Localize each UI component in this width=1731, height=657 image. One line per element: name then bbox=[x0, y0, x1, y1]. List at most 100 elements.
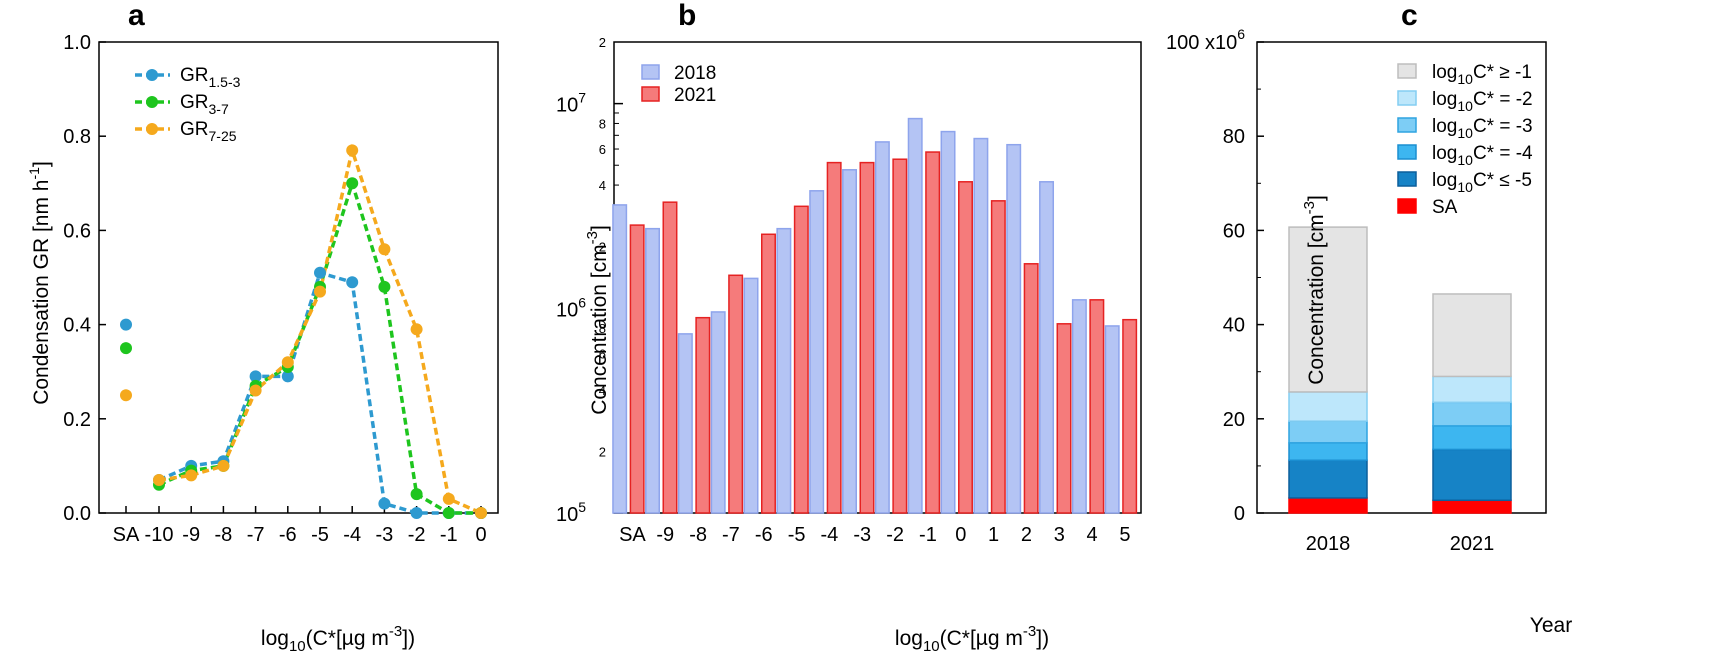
stacked-bar-c bbox=[1432, 448, 1512, 502]
bar-b bbox=[907, 117, 923, 514]
x-axis-label-a: log10(C*[µg m-3]) bbox=[261, 623, 415, 655]
x-tick-label-a: -10 bbox=[145, 524, 174, 546]
stacked-bar-c bbox=[1432, 375, 1512, 404]
data-point-a bbox=[442, 492, 455, 505]
y-tick-label-a: 0.8 bbox=[63, 126, 91, 148]
legend-label-b: 2021 bbox=[674, 85, 716, 106]
panel-label-b: b bbox=[678, 0, 696, 32]
x-tick-label-b: -9 bbox=[656, 524, 674, 546]
x-tick-label-b: 1 bbox=[988, 524, 999, 546]
legend-label-a: GR7-25 bbox=[180, 119, 237, 144]
stacked-bar-c bbox=[1288, 391, 1368, 422]
y-tick-label-a: 0.0 bbox=[63, 503, 91, 525]
y-minor-label-b: 8 bbox=[599, 321, 606, 336]
bar-b bbox=[859, 161, 875, 514]
stacked-bar-c bbox=[1432, 293, 1512, 378]
panel-label-a: a bbox=[128, 0, 145, 32]
stacked-bar-c bbox=[1288, 226, 1368, 393]
stacked-bar-c bbox=[1288, 497, 1368, 514]
bar-b bbox=[1056, 323, 1072, 514]
data-point-a bbox=[185, 469, 198, 482]
plot-frame-a bbox=[98, 41, 499, 514]
stacked-bar-c bbox=[1432, 499, 1512, 514]
data-point-a bbox=[346, 177, 359, 190]
legend-marker-a bbox=[146, 96, 158, 108]
series-line-a bbox=[158, 270, 481, 515]
x-tick-label-b: -7 bbox=[722, 524, 740, 546]
bar-b bbox=[743, 277, 759, 514]
y-minor-label-b: 2 bbox=[599, 35, 606, 50]
y-tick-label-b: 105 bbox=[556, 499, 586, 526]
y-axis-label-c: Concentration [cm-3] bbox=[1301, 195, 1328, 385]
x-tick-label-b: -2 bbox=[886, 524, 904, 546]
y-minor-label-b: 6 bbox=[599, 142, 606, 157]
x-tick-label-c: 2018 bbox=[1306, 533, 1351, 555]
y-minor-label-b: 4 bbox=[599, 178, 606, 193]
bar-b bbox=[826, 161, 842, 514]
panel-a: a 0.00.20.40.60.81.0SA -10 -9 -8 -7 -6 -5 -4 -3-… bbox=[26, 0, 499, 655]
bar-b bbox=[925, 151, 941, 514]
data-point-a bbox=[120, 342, 132, 355]
stacked-bar-c bbox=[1432, 425, 1512, 451]
x-tick-label-b: -1 bbox=[919, 524, 937, 546]
y-tick-label-a: 0.4 bbox=[63, 315, 91, 337]
y-tick-label-c: 40 bbox=[1223, 315, 1245, 337]
legend-swatch-c bbox=[1397, 198, 1417, 214]
legend-swatch-c bbox=[1397, 171, 1417, 187]
data-point-a bbox=[120, 318, 132, 331]
bar-b bbox=[1023, 263, 1039, 514]
data-point-a bbox=[217, 459, 230, 472]
y-tick-label-b: 106 bbox=[556, 294, 586, 321]
x-tick-label-a: -1 bbox=[440, 524, 458, 546]
stacked-bar-c bbox=[1288, 459, 1368, 499]
x-axis-label-c: Year bbox=[1530, 614, 1572, 637]
stacked-bar-c bbox=[1288, 420, 1368, 444]
bar-b bbox=[940, 130, 956, 514]
data-point-a bbox=[410, 488, 423, 501]
x-tick-label-b: SA bbox=[619, 524, 646, 546]
bar-b bbox=[809, 190, 825, 514]
data-point-a bbox=[475, 507, 487, 519]
series-line-a bbox=[158, 143, 482, 515]
bar-b bbox=[1122, 318, 1138, 514]
legend-label-c: log10C* = -4 bbox=[1432, 143, 1533, 168]
legend-swatch-c bbox=[1397, 117, 1417, 133]
y-tick-label-c: 100 x106 bbox=[1166, 26, 1245, 54]
x-axis-label-b: log10(C*[µg m-3]) bbox=[895, 623, 1049, 655]
legend-label-c: log10C* = -2 bbox=[1432, 89, 1533, 114]
bar-b bbox=[645, 227, 661, 514]
bar-b bbox=[695, 316, 711, 514]
y-minor-label-b: 2 bbox=[599, 444, 606, 459]
data-point-a bbox=[346, 144, 359, 157]
legend-label-a: GR1.5-3 bbox=[180, 65, 241, 90]
data-point-a bbox=[442, 507, 455, 519]
legend-swatch-c bbox=[1397, 63, 1417, 79]
x-tick-label-a: SA bbox=[113, 524, 140, 546]
data-point-a bbox=[153, 474, 165, 487]
data-point-a bbox=[346, 276, 359, 289]
y-tick-label-c: 80 bbox=[1223, 126, 1245, 148]
bar-b bbox=[1071, 299, 1087, 514]
legend-label-c: SA bbox=[1432, 197, 1458, 218]
legend-marker-a bbox=[146, 69, 158, 81]
bar-b bbox=[776, 227, 792, 514]
data-point-a bbox=[378, 497, 391, 510]
bar-b bbox=[842, 169, 858, 514]
x-tick-label-b: 4 bbox=[1087, 524, 1098, 546]
bar-b bbox=[874, 141, 890, 514]
bar-b bbox=[1039, 181, 1055, 514]
data-point-a bbox=[249, 370, 262, 383]
bar-b bbox=[677, 333, 693, 514]
x-tick-label-a: -8 bbox=[215, 524, 233, 546]
x-tick-label-a: -9 bbox=[182, 524, 200, 546]
bar-b bbox=[1006, 143, 1022, 514]
legend-swatch-b bbox=[641, 64, 660, 80]
bar-b bbox=[710, 311, 726, 514]
bar-b bbox=[1104, 325, 1120, 514]
y-minor-label-b: 8 bbox=[599, 116, 606, 131]
legend-marker-a bbox=[146, 123, 158, 135]
bar-b bbox=[728, 274, 744, 514]
stacked-bar-c bbox=[1432, 401, 1512, 427]
